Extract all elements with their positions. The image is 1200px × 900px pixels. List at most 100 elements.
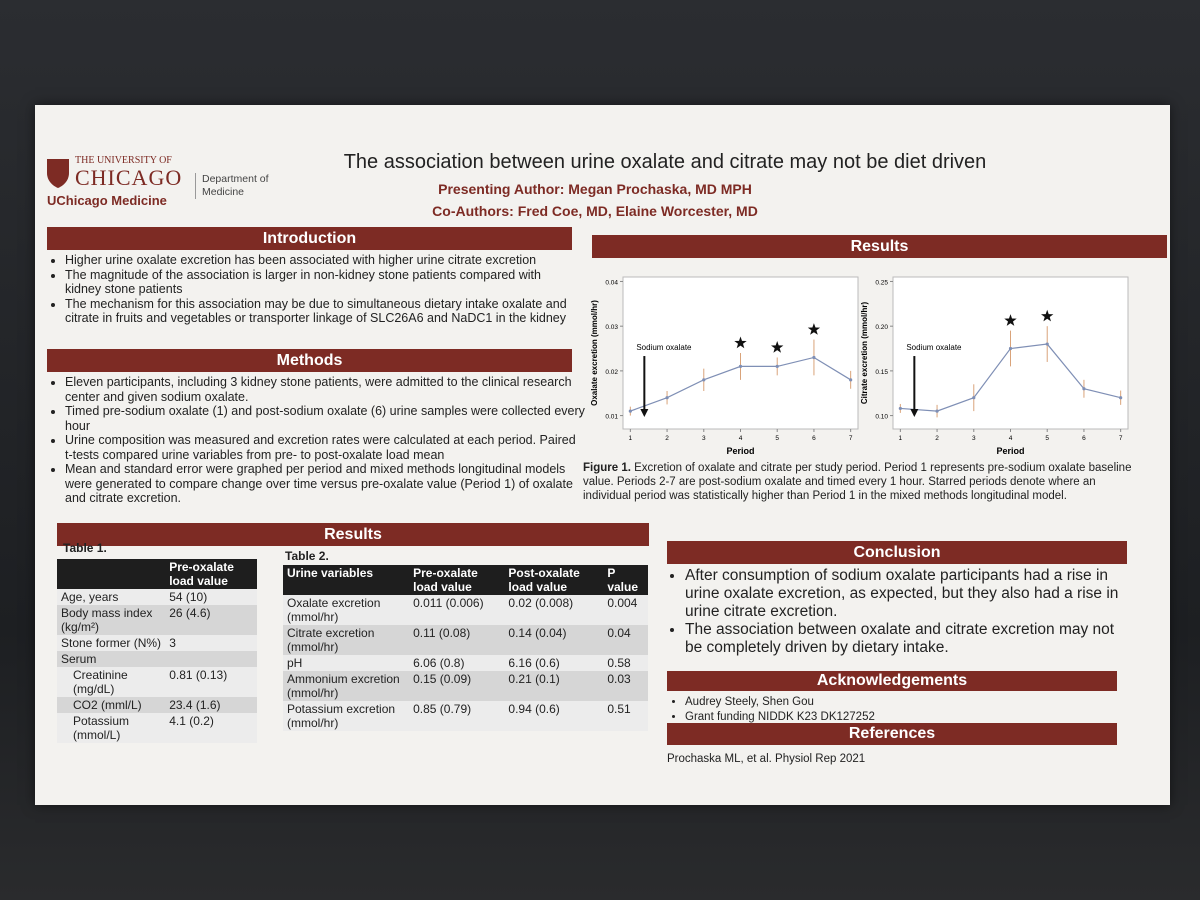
y-tick-label: 0.10 bbox=[875, 414, 888, 421]
section-heading: Results bbox=[57, 523, 649, 546]
row-label: Creatinine (mg/dL) bbox=[57, 667, 166, 697]
cell: pH bbox=[283, 655, 410, 671]
section-heading: Results bbox=[592, 235, 1167, 258]
cell: 0.011 (0.006) bbox=[409, 595, 505, 625]
x-tick-label: 7 bbox=[1119, 435, 1123, 442]
cell: Ammonium excretion (mmol/hr) bbox=[283, 671, 410, 701]
bullet: After consumption of sodium oxalate part… bbox=[685, 567, 1130, 621]
cell: 0.03 bbox=[603, 671, 648, 701]
y-tick-label: 0.15 bbox=[875, 369, 888, 376]
cell: 0.04 bbox=[603, 625, 648, 655]
table-row: Age, years 54 (10) bbox=[57, 589, 257, 605]
logo-line2: CHICAGO bbox=[75, 165, 183, 190]
x-tick-label: 3 bbox=[972, 435, 976, 442]
table-row: Potassium (mmol/L) 4.1 (0.2) bbox=[57, 713, 257, 743]
cell: Citrate excretion (mmol/hr) bbox=[283, 625, 410, 655]
bullet: Urine composition was measured and excre… bbox=[65, 433, 585, 462]
bullet: Audrey Steely, Shen Gou bbox=[685, 695, 1125, 710]
row-label: Body mass index (kg/m²) bbox=[57, 605, 166, 635]
cell: 54 (10) bbox=[165, 589, 257, 605]
section-heading: References bbox=[667, 723, 1117, 745]
cell: 4.1 (0.2) bbox=[165, 713, 257, 743]
cell: 3 bbox=[165, 635, 257, 651]
bullet-list: Higher urine oxalate excretion has been … bbox=[47, 253, 575, 326]
reference: Prochaska ML, et al. Physiol Rep 2021 bbox=[667, 753, 866, 765]
row-label: Stone former (N%) bbox=[57, 635, 166, 651]
point bbox=[972, 396, 976, 400]
y-tick-label: 0.01 bbox=[605, 414, 618, 421]
cell: 0.11 (0.08) bbox=[409, 625, 505, 655]
y-axis-label: Oxalate excretion (mmol/hr) bbox=[590, 300, 599, 406]
bullet: Grant funding NIDDK K23 DK127252 bbox=[685, 710, 1125, 725]
cell: 0.58 bbox=[603, 655, 648, 671]
significance-star bbox=[1004, 314, 1017, 326]
table-caption: Table 1. bbox=[63, 541, 107, 555]
row-label: Serum bbox=[57, 651, 166, 667]
annotation: Sodium oxalate bbox=[636, 343, 692, 352]
bullet: Eleven participants, including 3 kidney … bbox=[65, 375, 585, 404]
figure-caption-label: Figure 1. bbox=[583, 462, 631, 474]
bullet-list: After consumption of sodium oxalate part… bbox=[667, 567, 1130, 657]
chart: 0.01 0.02 0.03 0.04 1 2 3 4 5 6 7 Period Oxalate exc… bbox=[590, 276, 859, 456]
table: Urine variables Pre-oxalate load value Pos… bbox=[283, 565, 648, 731]
x-tick-label: 5 bbox=[775, 435, 779, 442]
point bbox=[812, 355, 816, 360]
table-row: Citrate excretion (mmol/hr) 0.11 (0.08) 0.… bbox=[283, 625, 648, 655]
cell: 26 (4.6) bbox=[165, 605, 257, 635]
x-tick-label: 1 bbox=[629, 435, 633, 442]
annotation-arrowhead bbox=[640, 409, 649, 417]
header-cell: Pre-oxalate load value bbox=[165, 559, 257, 589]
header-row: Urine variables Pre-oxalate load value Pos… bbox=[283, 565, 648, 595]
cell: 0.51 bbox=[603, 701, 648, 731]
x-tick-label: 2 bbox=[935, 435, 939, 442]
cell: 0.85 (0.79) bbox=[409, 701, 505, 731]
table: Pre-oxalate load value Age, years 54 (10) B… bbox=[57, 559, 257, 743]
logo-medicine: UChicago Medicine bbox=[47, 193, 167, 208]
point bbox=[1119, 396, 1123, 400]
bullet: The mechanism for this association may b… bbox=[65, 297, 575, 326]
co-authors: Co-Authors: Fred Coe, MD, Elaine Worcest… bbox=[432, 203, 758, 219]
bullet: Higher urine oxalate excretion has been … bbox=[65, 253, 575, 268]
cell: Oxalate excretion (mmol/hr) bbox=[283, 595, 410, 625]
logo-department: Department of Medicine bbox=[195, 173, 272, 199]
annotation-arrowhead bbox=[910, 409, 919, 417]
cell: 0.81 (0.13) bbox=[165, 667, 257, 697]
table-row: Oxalate excretion (mmol/hr) 0.011 (0.006)… bbox=[283, 595, 648, 625]
header-row: Pre-oxalate load value bbox=[57, 559, 257, 589]
point bbox=[898, 406, 902, 411]
x-tick-label: 7 bbox=[849, 435, 853, 442]
table-row: Creatinine (mg/dL) 0.81 (0.13) bbox=[57, 667, 257, 697]
header-cell bbox=[57, 559, 166, 589]
significance-star bbox=[734, 336, 747, 349]
point bbox=[628, 409, 632, 413]
y-tick-label: 0.03 bbox=[605, 324, 618, 331]
cell bbox=[165, 651, 257, 667]
point bbox=[702, 378, 706, 382]
significance-star bbox=[807, 323, 821, 335]
row-label: Potassium (mmol/L) bbox=[57, 713, 166, 743]
table-row: pH 6.06 (0.8) 6.16 (0.6) 0.58 bbox=[283, 655, 648, 671]
bullet: Mean and standard error were graphed per… bbox=[65, 462, 585, 506]
y-tick-label: 0.04 bbox=[605, 279, 618, 286]
cell: 0.21 (0.1) bbox=[504, 671, 604, 701]
row-label: Age, years bbox=[57, 589, 166, 605]
cell: 0.15 (0.09) bbox=[409, 671, 505, 701]
references: Prochaska ML, et al. Physiol Rep 2021 bbox=[667, 753, 1107, 765]
x-tick-label: 5 bbox=[1045, 435, 1049, 442]
bullet-list: Audrey Steely, Shen GouGrant funding NID… bbox=[667, 695, 1125, 724]
cell: 0.004 bbox=[603, 595, 648, 625]
title: The association between urine oxalate an… bbox=[343, 151, 987, 173]
figure-caption-text: Excretion of oxalate and citrate per stu… bbox=[583, 462, 1132, 502]
section-heading: Conclusion bbox=[667, 541, 1127, 564]
point bbox=[1008, 346, 1013, 351]
table-row: CO2 (mml/L) 23.4 (1.6) bbox=[57, 697, 257, 713]
y-tick-label: 0.20 bbox=[875, 324, 888, 331]
x-tick-label: 3 bbox=[702, 435, 706, 442]
header-cell: P value bbox=[603, 565, 648, 595]
x-tick-label: 6 bbox=[1082, 435, 1086, 442]
figure-caption: Figure 1. Excretion of oxalate and citra… bbox=[583, 461, 1138, 503]
cell: 0.14 (0.04) bbox=[504, 625, 604, 655]
table-row: Ammonium excretion (mmol/hr) 0.15 (0.09) 0… bbox=[283, 671, 648, 701]
point bbox=[665, 396, 669, 400]
